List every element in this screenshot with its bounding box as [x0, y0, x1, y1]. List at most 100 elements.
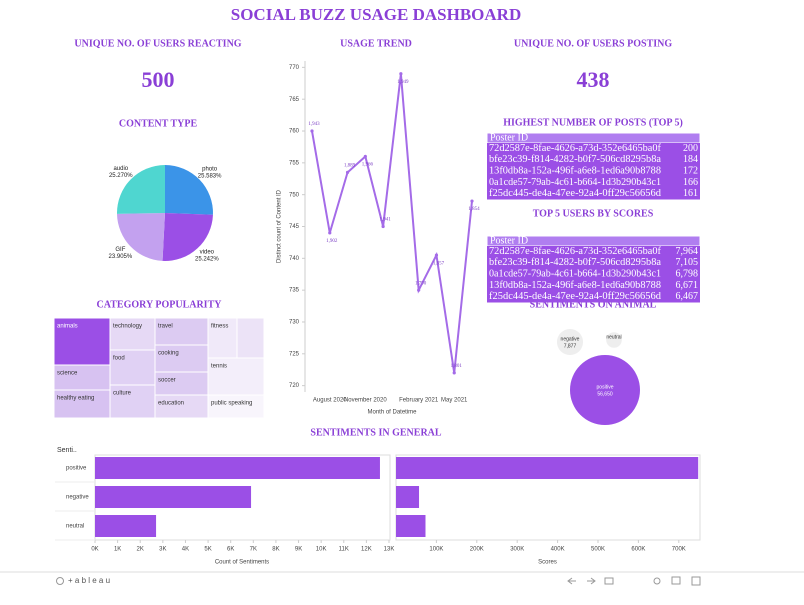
x-tick-label: 4K: [182, 547, 189, 553]
redo[interactable]: [587, 577, 596, 585]
treemap-label: travel: [158, 324, 173, 330]
tableau-logo: + a b l e a u: [68, 576, 110, 585]
point: [399, 72, 403, 76]
bubble-value: 56,650: [597, 391, 613, 397]
y-tick-label: 730: [289, 320, 300, 326]
treemap-filler: [236, 317, 265, 359]
slice-label: photo: [202, 166, 218, 172]
table-body: [487, 143, 700, 200]
x-tick-label: February 2021: [399, 398, 439, 404]
toolbar-icons: [56, 576, 701, 586]
slice-label: audio: [113, 166, 128, 172]
point: [328, 231, 332, 235]
y-tick-label: 765: [289, 97, 300, 103]
slice-value: 25.583%: [198, 173, 222, 179]
bar: [95, 486, 252, 508]
treemap-cell: [109, 384, 156, 419]
bar: [396, 486, 420, 508]
y-tick-label: 735: [289, 288, 300, 294]
poster-id: bfe23c39-f814-4282-b0f7-506cd8295b8a: [489, 154, 662, 165]
chart-title: SENTIMENTS ON ANIMAL: [530, 299, 657, 310]
trend-line: [311, 73, 473, 374]
table-value: 6,467: [676, 291, 699, 302]
pie-slice: [117, 213, 165, 261]
chart-title: CONTENT TYPE: [119, 118, 198, 129]
x-tick-label: 12K: [361, 547, 372, 553]
treemap-cell: [154, 317, 209, 346]
treemap-cell: [53, 389, 111, 419]
table-value: 172: [683, 166, 698, 177]
table-value: 184: [683, 154, 698, 165]
y-tick-label: 755: [289, 160, 300, 166]
treemap-cell: [53, 364, 111, 391]
poster-id: f25dc445-de4a-47ee-92a4-0ff29c56656d: [489, 188, 661, 199]
pie-slice: [162, 213, 213, 261]
kpi-value: 500: [142, 67, 175, 92]
treemap-cell: [53, 317, 111, 366]
x-tick-label: 9K: [295, 547, 302, 553]
chart-title: USAGE TREND: [340, 38, 412, 49]
x-tick-label: 0K: [91, 547, 98, 553]
poster-id: 0a1cde57-79ab-4c61-b664-1d3b290b43c1: [489, 177, 661, 188]
y-axis-label: Distinct count of Content ID: [277, 189, 283, 263]
x-tick-label: 7K: [250, 547, 257, 553]
undo[interactable]: [567, 577, 576, 585]
x-tick-label: 600K: [631, 547, 645, 553]
y-tick-label: 760: [289, 129, 300, 135]
logo-icon: [56, 577, 64, 585]
x-tick-label: 3K: [159, 547, 166, 553]
point: [310, 129, 314, 133]
kpi-value: 438: [577, 67, 610, 92]
poster-id: 0a1cde57-79ab-4c61-b664-1d3b290b43c1: [489, 269, 661, 280]
point-label: 1,790: [415, 281, 427, 286]
bubble-label: negative: [561, 336, 580, 342]
bubble: [556, 328, 584, 356]
point: [452, 371, 456, 375]
treemap-label: technology: [113, 324, 142, 330]
x-tick-label: 5K: [204, 547, 211, 553]
point-label: 1,966: [362, 163, 374, 168]
poster-id: 13f0db8a-152a-496f-a6e8-1ed6a90b8788: [489, 280, 661, 291]
chart-title: CATEGORY POPULARITY: [97, 299, 223, 310]
table-title: HIGHEST NUMBER OF POSTS (TOP 5): [503, 117, 683, 128]
x-tick-label: 200K: [470, 547, 484, 553]
x-tick-label: November 2020: [344, 398, 387, 404]
x-tick-label: 700K: [672, 547, 686, 553]
x-tick-label: 2K: [137, 547, 144, 553]
table-header-text: Poster ID: [490, 132, 528, 143]
comment[interactable]: [671, 576, 681, 585]
y-tick-label: 770: [289, 65, 300, 71]
x-axis-label: Count of Sentiments: [215, 560, 269, 566]
table-value: 166: [683, 177, 698, 188]
x-axis-label: Scores: [538, 560, 557, 566]
point-label: 1,854: [468, 207, 480, 212]
point: [470, 199, 474, 203]
share[interactable]: [653, 577, 661, 585]
poster-id: bfe23c39-f814-4282-b0f7-506cd8295b8a: [489, 257, 662, 268]
x-tick-label: May 2021: [441, 398, 468, 404]
dashboard-title: SOCIAL BUZZ USAGE DASHBOARD: [231, 5, 522, 24]
x-tick-label: 10K: [316, 547, 327, 553]
revert[interactable]: [604, 577, 614, 585]
treemap-label: healthy eating: [57, 396, 94, 402]
point-label: 1,941: [379, 218, 391, 223]
y-tick-label: 750: [289, 192, 300, 198]
treemap-label: cooking: [158, 351, 179, 357]
chart-title: SENTIMENTS IN GENERAL: [310, 427, 441, 438]
x-tick-label: 400K: [551, 547, 565, 553]
bar: [396, 457, 699, 479]
treemap-cell: [207, 394, 265, 419]
slice-value: 25.242%: [195, 256, 219, 262]
poster-id: 72d2587e-8fae-4626-a73d-352e6465ba0f: [489, 143, 662, 154]
poster-id: f25dc445-de4a-47ee-92a4-0ff29c56656d: [489, 291, 661, 302]
point: [381, 224, 385, 229]
treemap-label: fitness: [211, 324, 228, 330]
fullscreen[interactable]: [691, 576, 701, 586]
point: [417, 288, 421, 292]
poster-id: 72d2587e-8fae-4626-a73d-352e6465ba0f: [489, 246, 662, 257]
x-axis-label: Month of Datetime: [367, 410, 417, 416]
slice-label: GIF: [115, 247, 125, 253]
treemap-label: education: [158, 401, 184, 407]
point: [345, 170, 350, 174]
y-tick-label: 740: [289, 256, 300, 262]
